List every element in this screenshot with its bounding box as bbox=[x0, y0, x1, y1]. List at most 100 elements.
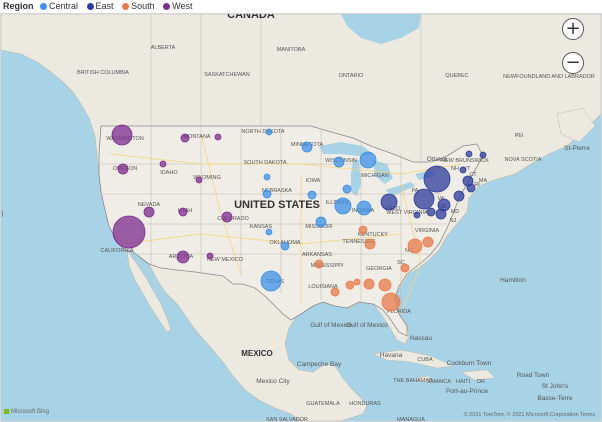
place-label: Gulf of Mexico bbox=[310, 322, 352, 329]
collapse-arrow-icon[interactable]: ⟩ bbox=[1, 211, 4, 218]
bubble-south[interactable] bbox=[353, 278, 361, 286]
bubble-central[interactable] bbox=[333, 156, 345, 168]
bubble-south[interactable] bbox=[407, 238, 423, 254]
place-label: IOWA bbox=[306, 178, 321, 184]
bubble-west[interactable] bbox=[111, 124, 133, 146]
bubble-west[interactable] bbox=[195, 176, 203, 184]
bubble-central[interactable] bbox=[265, 228, 273, 236]
bubble-west[interactable] bbox=[143, 206, 155, 218]
bubble-central[interactable] bbox=[263, 173, 271, 181]
place-label: KENTUCKY bbox=[358, 232, 388, 238]
bubble-layer[interactable] bbox=[111, 124, 487, 312]
legend-item-south[interactable]: South bbox=[122, 0, 155, 12]
country-label: CANADA bbox=[227, 14, 275, 21]
bubble-east[interactable] bbox=[380, 193, 398, 211]
bubble-east[interactable] bbox=[437, 198, 451, 212]
place-label: BRITISH COLUMBIA bbox=[77, 70, 129, 76]
place-label: RI bbox=[474, 182, 480, 188]
bubble-west[interactable] bbox=[206, 252, 214, 260]
bubble-south[interactable] bbox=[378, 278, 392, 292]
bubble-west[interactable] bbox=[214, 133, 222, 141]
place-label: GUATEMALA bbox=[306, 401, 340, 407]
place-label: MISSISSIPPI bbox=[311, 263, 344, 269]
bubble-central[interactable] bbox=[356, 200, 372, 216]
place-label: St-Pierre bbox=[564, 145, 590, 152]
place-label: CALIFORNIA bbox=[100, 248, 133, 254]
bubble-west[interactable] bbox=[176, 250, 190, 264]
place-label: PA bbox=[412, 188, 419, 194]
place-label: IDAHO bbox=[160, 170, 178, 176]
place-label: MA bbox=[479, 178, 488, 184]
bubble-east[interactable] bbox=[453, 190, 465, 202]
bubble-south[interactable] bbox=[358, 225, 368, 235]
bubble-south[interactable] bbox=[330, 287, 340, 297]
bubble-central[interactable] bbox=[342, 184, 352, 194]
legend-item-central[interactable]: Central bbox=[40, 0, 78, 12]
map-visual[interactable]: CANADA UNITED STATES MEXICO ALBERTA MANITOBA… bbox=[0, 13, 602, 422]
bubble-west[interactable] bbox=[180, 133, 190, 143]
microsoft-logo-icon bbox=[4, 409, 9, 414]
bubble-south[interactable] bbox=[363, 278, 375, 290]
bubble-central[interactable] bbox=[307, 190, 317, 200]
bubble-west[interactable] bbox=[117, 163, 129, 175]
bubble-central[interactable] bbox=[265, 128, 273, 136]
zoom-out-button[interactable]: − bbox=[562, 52, 584, 74]
bubble-central[interactable] bbox=[280, 241, 290, 251]
legend-dot bbox=[40, 3, 48, 10]
legend-label: South bbox=[131, 1, 155, 11]
place-label: MANAGUA bbox=[397, 417, 425, 421]
bubble-south[interactable] bbox=[381, 292, 401, 312]
place-label: KANSAS bbox=[250, 224, 273, 230]
zoom-in-button[interactable]: + bbox=[562, 18, 584, 40]
bing-logo: Microsoft Bing bbox=[4, 409, 49, 415]
bubble-central[interactable] bbox=[359, 151, 377, 169]
map-canvas[interactable]: CANADA UNITED STATES MEXICO ALBERTA MANITOBA… bbox=[1, 14, 601, 421]
legend-label: Central bbox=[49, 1, 79, 11]
bubble-east[interactable] bbox=[413, 188, 435, 210]
bubble-south[interactable] bbox=[364, 238, 376, 250]
lake-erie bbox=[385, 182, 415, 196]
bubble-central[interactable] bbox=[334, 197, 352, 215]
bubble-east[interactable] bbox=[426, 207, 436, 217]
bubble-south[interactable] bbox=[400, 263, 410, 273]
place-label: Road Town bbox=[517, 372, 550, 379]
legend-item-west[interactable]: West bbox=[163, 0, 192, 12]
bubble-central[interactable] bbox=[260, 270, 282, 292]
bubble-west[interactable] bbox=[221, 211, 233, 223]
bubble-central[interactable] bbox=[315, 216, 327, 228]
bubble-east[interactable] bbox=[413, 211, 421, 219]
place-label: NORTH DAKOTA bbox=[241, 129, 285, 135]
place-label: MONTANA bbox=[183, 134, 210, 140]
place-label: QUEBEC bbox=[445, 73, 468, 79]
place-label: ALBERTA bbox=[151, 45, 176, 51]
place-label: JAMAICA bbox=[427, 379, 451, 385]
bubble-west[interactable] bbox=[159, 160, 167, 168]
legend-label: East bbox=[95, 1, 114, 11]
legend-item-east[interactable]: East bbox=[86, 0, 114, 12]
bing-label: Microsoft Bing bbox=[11, 409, 50, 415]
legend-dot bbox=[86, 3, 94, 10]
place-label: Hamilton bbox=[500, 277, 526, 284]
hudson-bay bbox=[341, 14, 421, 44]
highways bbox=[110, 133, 462, 315]
bubble-east[interactable] bbox=[465, 150, 473, 158]
bubble-south[interactable] bbox=[314, 259, 324, 269]
bubble-east[interactable] bbox=[479, 151, 487, 159]
place-label: Basse-Terre bbox=[537, 395, 572, 402]
bubble-east[interactable] bbox=[423, 165, 451, 193]
lake-superior bbox=[319, 142, 373, 156]
bubble-central[interactable] bbox=[262, 189, 272, 199]
place-label: NJ bbox=[450, 218, 457, 224]
bubble-central[interactable] bbox=[301, 141, 313, 153]
bubble-south[interactable] bbox=[345, 280, 355, 290]
bubble-east[interactable] bbox=[459, 166, 467, 174]
place-label: St John's bbox=[542, 383, 569, 390]
bubble-east[interactable] bbox=[466, 183, 476, 193]
map-legend: Region Central East South West bbox=[0, 0, 602, 12]
bubble-west[interactable] bbox=[112, 215, 146, 249]
bubble-south[interactable] bbox=[422, 236, 434, 248]
place-label: NEW MEXICO bbox=[207, 257, 244, 263]
place-label: VA bbox=[438, 196, 445, 202]
bubble-west[interactable] bbox=[178, 207, 188, 217]
hispaniola bbox=[460, 369, 496, 381]
